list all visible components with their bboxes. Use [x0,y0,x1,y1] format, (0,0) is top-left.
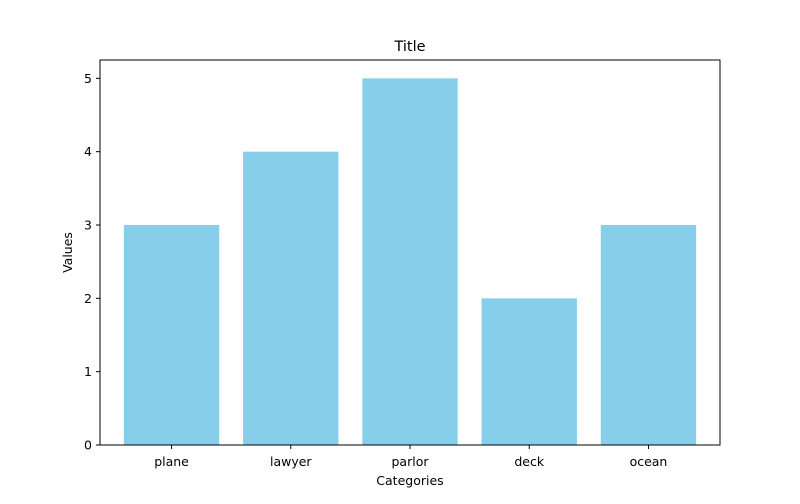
y-tick-label: 4 [84,144,92,159]
bar-parlor [362,78,458,445]
y-axis-ticks: 0 1 2 3 4 5 [84,71,100,453]
x-tick-label: ocean [630,454,668,469]
chart-title: Title [393,39,425,55]
y-axis-label: Values [60,232,75,273]
bar-lawyer [243,151,339,445]
y-tick-label: 5 [84,71,92,86]
x-tick-label: deck [514,454,544,469]
x-tick-label: plane [154,454,189,469]
bar-deck [481,298,577,445]
x-tick-label: parlor [392,454,430,469]
y-tick-label: 2 [84,291,92,306]
plot-frame [99,59,721,446]
bar-ocean [600,225,697,445]
x-tick-label: lawyer [270,454,312,469]
x-axis-ticks: plane lawyer parlor deck ocean [154,445,667,469]
bars-layer [123,78,697,445]
y-tick-label: 0 [84,438,92,453]
bar-plane [123,225,220,445]
y-tick-label: 3 [84,218,92,233]
x-axis-label: Categories [376,473,443,488]
y-tick-label: 1 [84,364,92,379]
